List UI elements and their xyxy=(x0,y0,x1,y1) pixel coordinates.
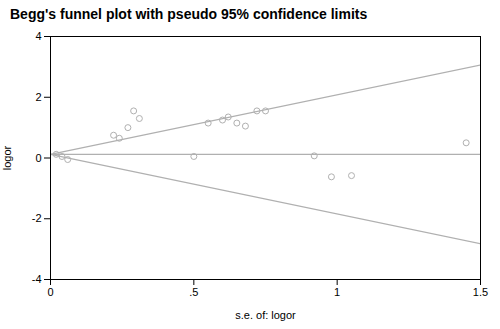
svg-text:2: 2 xyxy=(35,91,41,103)
svg-text:-2: -2 xyxy=(32,212,42,224)
html-text:Begg's funnel plot with pseudo: Begg's funnel plot with pseudo 95% confi… xyxy=(10,6,368,22)
svg-text:1.5: 1.5 xyxy=(473,286,488,298)
svg-text:s.e. of: logor: s.e. of: logor xyxy=(235,309,296,321)
svg-text:logor: logor xyxy=(1,145,13,170)
svg-text:0: 0 xyxy=(47,286,53,298)
svg-text:1: 1 xyxy=(334,286,340,298)
svg-text:4: 4 xyxy=(35,30,41,42)
svg-text:0: 0 xyxy=(35,152,41,164)
svg-text:-4: -4 xyxy=(32,273,42,285)
svg-text:.5: .5 xyxy=(189,286,198,298)
